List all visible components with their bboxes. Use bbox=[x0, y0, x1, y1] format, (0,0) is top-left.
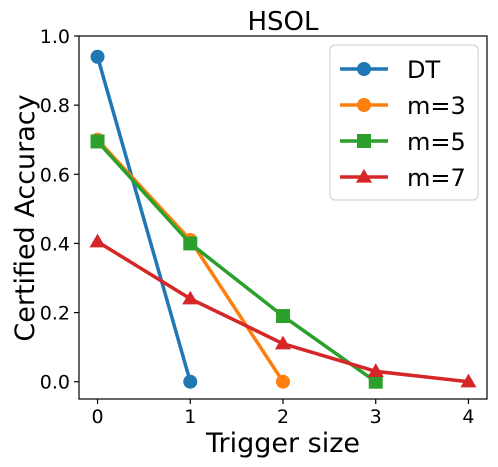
chart-title: HSOL bbox=[247, 7, 319, 37]
legend-marker bbox=[355, 168, 373, 183]
legend-label: m=5 bbox=[407, 128, 466, 156]
series-line bbox=[95, 56, 192, 383]
legend-box bbox=[329, 44, 479, 201]
axis-ticks: 0 1 2 3 4 0.0 0.2 0.4 0.6 0.8 1.0 bbox=[40, 26, 475, 428]
data-point bbox=[89, 233, 106, 248]
series-3 bbox=[89, 233, 477, 388]
legend-item: m=7 bbox=[340, 164, 466, 192]
data-point bbox=[276, 374, 290, 389]
series-0 bbox=[90, 49, 198, 389]
legend-marker bbox=[357, 98, 371, 112]
data-point bbox=[367, 363, 384, 377]
data-point bbox=[90, 49, 105, 64]
series-line bbox=[96, 140, 377, 384]
data-point bbox=[183, 374, 198, 389]
x-tick-label: 2 bbox=[277, 406, 289, 428]
data-point bbox=[460, 373, 477, 388]
x-tick-label: 1 bbox=[184, 406, 196, 428]
legend: DT m=3 m=5 m=7 bbox=[329, 44, 479, 201]
data-point bbox=[90, 134, 105, 149]
y-tick-label: 0.6 bbox=[40, 164, 70, 186]
legend-marker bbox=[357, 62, 371, 76]
legend-label: DT bbox=[407, 56, 440, 84]
x-tick-label: 0 bbox=[91, 406, 103, 428]
x-axis-label: Trigger size bbox=[205, 428, 360, 459]
legend-item: m=5 bbox=[340, 128, 466, 156]
y-tick-label: 0.2 bbox=[40, 303, 70, 325]
y-axis-label: Certified Accuracy bbox=[10, 94, 41, 341]
legend-label: m=7 bbox=[407, 164, 466, 192]
data-point bbox=[274, 335, 292, 350]
y-tick-label: 0.0 bbox=[40, 372, 70, 394]
y-tick-label: 0.8 bbox=[40, 95, 70, 117]
series-layer bbox=[89, 49, 477, 389]
data-point bbox=[183, 236, 198, 251]
data-point bbox=[276, 309, 290, 324]
legend-label: m=3 bbox=[407, 92, 466, 120]
data-point bbox=[368, 374, 383, 389]
x-tick-label: 4 bbox=[462, 406, 474, 428]
data-point bbox=[182, 290, 199, 305]
y-tick-label: 1.0 bbox=[40, 26, 70, 48]
series-2 bbox=[90, 134, 383, 389]
x-tick-label: 3 bbox=[370, 406, 382, 428]
y-tick-label: 0.4 bbox=[40, 233, 70, 255]
legend-item: DT bbox=[340, 56, 440, 84]
legend-item: m=3 bbox=[340, 92, 466, 120]
legend-marker bbox=[357, 134, 371, 148]
